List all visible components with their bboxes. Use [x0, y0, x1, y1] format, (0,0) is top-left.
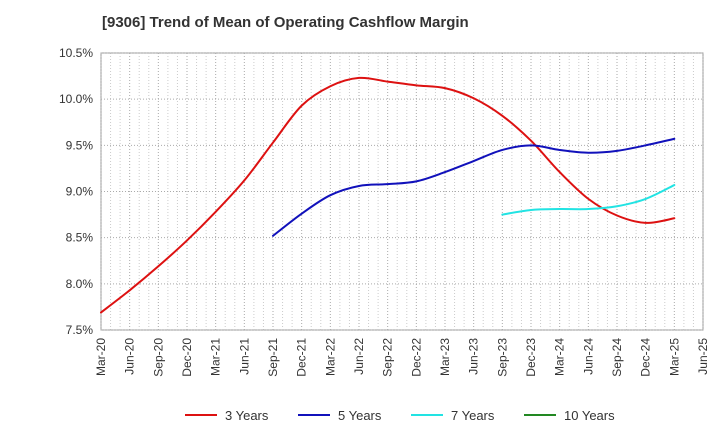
chart-title: [9306] Trend of Mean of Operating Cashfl… [102, 14, 469, 31]
x-tick-label: Jun-23 [467, 338, 481, 375]
x-tick-label: Sep-24 [610, 338, 624, 377]
y-tick-label: 7.5% [66, 323, 94, 337]
x-tick-label: Mar-23 [438, 338, 452, 376]
y-tick-label: 10.5% [59, 46, 93, 60]
x-tick-label: Sep-20 [151, 338, 165, 377]
x-tick-label: Mar-21 [209, 338, 223, 376]
x-tick-label: Jun-20 [123, 338, 137, 375]
x-tick-label: Dec-21 [295, 338, 309, 377]
grid-layer [100, 52, 704, 331]
x-tick-label: Mar-24 [553, 338, 567, 376]
y-tick-label: 8.0% [66, 277, 94, 291]
legend-label-7-years: 7 Years [451, 408, 495, 423]
x-tick-label: Dec-20 [180, 338, 194, 377]
axis-layer: Mar-20 Jun-20 Sep-20 Dec-20 Mar-21 Jun-21 Sep-… [59, 46, 710, 377]
legend-label-5-years: 5 Years [338, 408, 382, 423]
x-tick-label: Jun-25 [696, 338, 710, 375]
legend-layer: 3 Years 5 Years 7 Years 10 Years [185, 408, 615, 423]
x-tick-label: Jun-21 [237, 338, 251, 375]
x-tick-label: Dec-24 [639, 338, 653, 377]
legend-label-10-years: 10 Years [564, 408, 615, 423]
x-tick-label: Jun-22 [352, 338, 366, 375]
y-tick-label: 9.0% [66, 185, 94, 199]
series-line-3-years [100, 76, 676, 314]
x-tick-label: Sep-21 [266, 338, 280, 377]
x-tick-label: Jun-24 [581, 338, 595, 375]
x-tick-label: Sep-22 [381, 338, 395, 377]
x-tick-label: Mar-20 [94, 338, 108, 376]
legend-label-3-years: 3 Years [225, 408, 269, 423]
y-tick-label: 9.5% [66, 138, 94, 152]
series-line-5-years [272, 137, 676, 237]
y-tick-label: 10.0% [59, 92, 93, 106]
x-tick-label: Dec-22 [409, 338, 423, 377]
x-tick-label: Sep-23 [495, 338, 509, 377]
x-tick-label: Mar-25 [667, 338, 681, 376]
series-line-7-years [501, 184, 676, 216]
y-tick-label: 8.5% [66, 231, 94, 245]
x-tick-label: Dec-23 [524, 338, 538, 377]
series-layer [100, 76, 676, 314]
x-tick-label: Mar-22 [323, 338, 337, 376]
